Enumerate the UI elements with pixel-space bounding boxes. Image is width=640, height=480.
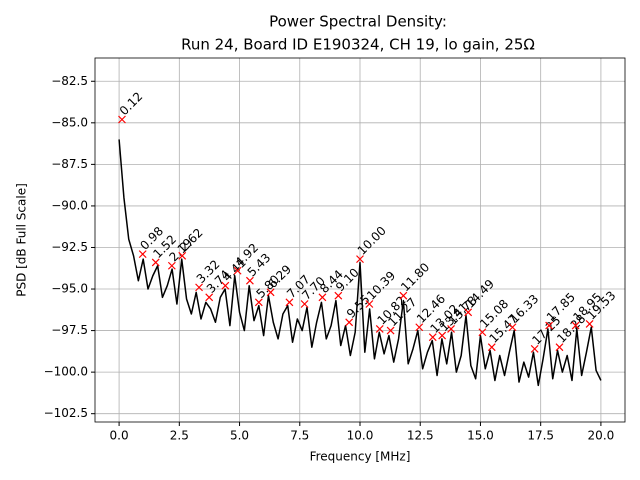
peak-marker — [571, 321, 580, 330]
peak-marker — [585, 320, 594, 328]
peak-label: 0.12 — [117, 89, 146, 118]
peak-marker — [334, 291, 343, 300]
peak-marker — [233, 266, 242, 275]
peak-marker — [487, 343, 496, 352]
peak-marker — [415, 323, 424, 332]
peak-label: 16.33 — [507, 292, 541, 326]
peak-marker — [178, 251, 187, 260]
y-tick-label: −90.0 — [51, 198, 88, 212]
y-tick-label: −95.0 — [51, 282, 88, 296]
peak-marker — [245, 276, 254, 285]
y-tick-label: −82.5 — [51, 74, 88, 88]
peak-marker — [266, 288, 275, 297]
y-tick-label: −92.5 — [51, 240, 88, 254]
peak-marker — [530, 344, 539, 353]
peak-marker — [438, 331, 447, 340]
y-axis-label: PSD [dB Full Scale] — [15, 183, 29, 297]
x-tick-label: 2.5 — [170, 429, 189, 443]
peak-marker — [399, 291, 408, 300]
x-tick-label: 17.5 — [527, 429, 554, 443]
chart-title: Power Spectral Density: — [269, 13, 447, 31]
x-tick-label: 10.0 — [347, 429, 374, 443]
y-tick-label: −100.0 — [44, 365, 88, 379]
peak-marker — [285, 298, 294, 307]
peak-marker — [386, 326, 395, 335]
peak-marker — [478, 328, 487, 337]
peak-marker — [356, 255, 364, 264]
peak-marker — [375, 324, 384, 333]
peak-marker — [221, 281, 230, 290]
peak-label: 2.62 — [177, 226, 206, 255]
peak-marker — [205, 293, 214, 302]
y-tick-label: −102.5 — [44, 406, 88, 420]
peak-marker — [118, 115, 126, 124]
y-tick-label: −97.5 — [51, 323, 88, 337]
peak-marker — [254, 298, 263, 307]
peak-marker — [447, 324, 455, 333]
peak-marker — [318, 293, 327, 302]
x-tick-label: 12.5 — [407, 429, 434, 443]
x-tick-label: 20.0 — [588, 429, 615, 443]
peak-marker — [138, 250, 147, 259]
peak-marker — [508, 323, 517, 332]
x-tick-label: 15.0 — [467, 429, 494, 443]
psd-line — [118, 139, 602, 387]
peak-marker — [345, 318, 354, 327]
plot-frame — [94, 57, 626, 423]
y-tick-label: −85.0 — [51, 115, 88, 129]
x-axis-label: Frequency [MHz] — [310, 450, 411, 464]
peak-marker — [365, 300, 374, 308]
peak-marker — [195, 283, 203, 292]
peak-marker — [545, 321, 554, 330]
y-tick-label: −87.5 — [51, 157, 88, 171]
peak-marker — [464, 308, 473, 317]
peak-marker — [555, 343, 564, 352]
x-tick-label: 7.5 — [290, 429, 309, 443]
peak-label: 10.39 — [364, 268, 398, 302]
peak-marker — [151, 258, 160, 267]
peak-marker — [428, 333, 437, 342]
chart-subtitle: Run 24, Board ID E190324, CH 19, lo gain… — [181, 36, 535, 54]
peak-marker — [300, 300, 309, 308]
x-tick-label: 5.0 — [230, 429, 249, 443]
peak-marker — [167, 261, 176, 270]
x-tick-label: 0.0 — [110, 429, 129, 443]
